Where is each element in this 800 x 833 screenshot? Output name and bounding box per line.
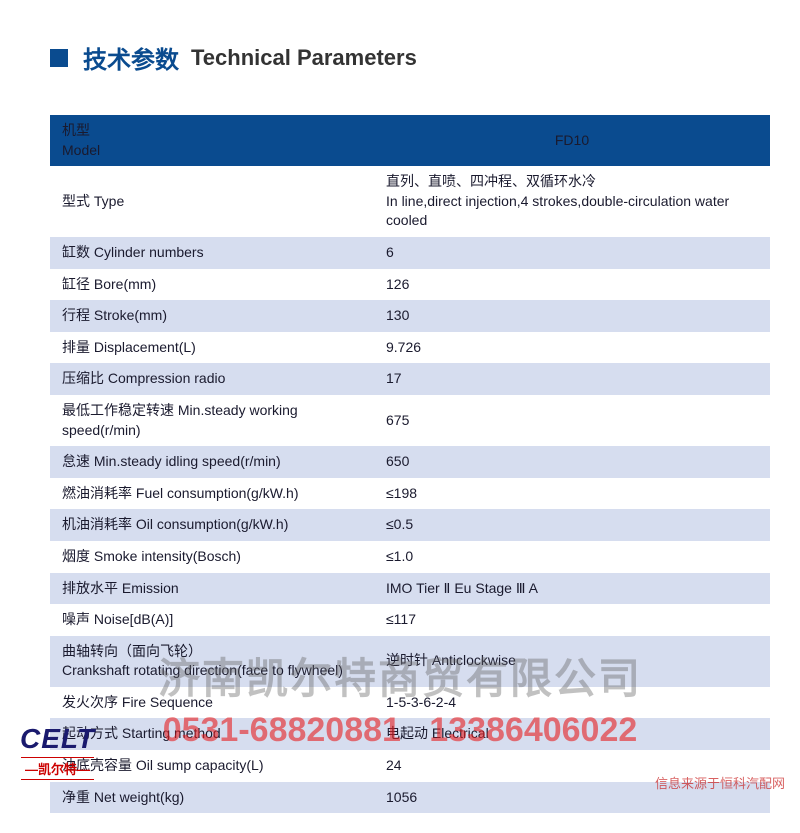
logo-subtext: —凯尔特— [21, 757, 94, 780]
table-row: 最低工作稳定转速 Min.steady working speed(r/min)… [50, 395, 770, 446]
section-heading: 技术参数 Technical Parameters [50, 40, 770, 75]
row-label: 缸数 Cylinder numbers [50, 237, 374, 269]
table-row: 压缩比 Compression radio17 [50, 363, 770, 395]
row-label: 压缩比 Compression radio [50, 363, 374, 395]
parameters-table: 机型ModelFD10型式 Type直列、直喷、四冲程、双循环水冷In line… [50, 115, 770, 813]
row-label: 烟度 Smoke intensity(Bosch) [50, 541, 374, 573]
row-value: 650 [374, 446, 770, 478]
row-label: 缸径 Bore(mm) [50, 269, 374, 301]
row-value: 6 [374, 237, 770, 269]
table-header-row: 机型ModelFD10 [50, 115, 770, 166]
row-label: 型式 Type [50, 166, 374, 237]
row-label: 油底壳容量 Oil sump capacity(L) [50, 750, 374, 782]
table-row: 烟度 Smoke intensity(Bosch)≤1.0 [50, 541, 770, 573]
row-value: IMO Tier Ⅱ Eu Stage Ⅲ A [374, 573, 770, 605]
table-row: 噪声 Noise[dB(A)]≤117 [50, 604, 770, 636]
header-model-label: 机型Model [50, 115, 374, 166]
row-value: 电起动 Electrical [374, 718, 770, 750]
row-value: ≤1.0 [374, 541, 770, 573]
row-value: ≤0.5 [374, 509, 770, 541]
table-row: 燃油消耗率 Fuel consumption(g/kW.h)≤198 [50, 478, 770, 510]
row-label: 曲轴转向（面向飞轮）Crankshaft rotating direction(… [50, 636, 374, 687]
row-label: 最低工作稳定转速 Min.steady working speed(r/min) [50, 395, 374, 446]
row-label: 燃油消耗率 Fuel consumption(g/kW.h) [50, 478, 374, 510]
row-label: 排量 Displacement(L) [50, 332, 374, 364]
row-value: ≤117 [374, 604, 770, 636]
logo: CELT —凯尔特— [20, 723, 95, 780]
row-label: 噪声 Noise[dB(A)] [50, 604, 374, 636]
row-label: 发火次序 Fire Sequence [50, 687, 374, 719]
row-label: 净重 Net weight(kg) [50, 782, 374, 814]
row-label: 机油消耗率 Oil consumption(g/kW.h) [50, 509, 374, 541]
table-row: 缸径 Bore(mm)126 [50, 269, 770, 301]
footer-note: 信息来源于恒科汽配网 [655, 773, 785, 792]
table-row: 机油消耗率 Oil consumption(g/kW.h)≤0.5 [50, 509, 770, 541]
row-label: 怠速 Min.steady idling speed(r/min) [50, 446, 374, 478]
heading-square-icon [50, 49, 68, 67]
row-value: 1-5-3-6-2-4 [374, 687, 770, 719]
row-label: 行程 Stroke(mm) [50, 300, 374, 332]
table-row: 怠速 Min.steady idling speed(r/min)650 [50, 446, 770, 478]
table-row: 起动方式 Starting method电起动 Electrical [50, 718, 770, 750]
row-value: 675 [374, 395, 770, 446]
row-value: 126 [374, 269, 770, 301]
row-value: 直列、直喷、四冲程、双循环水冷In line,direct injection,… [374, 166, 770, 237]
table-row: 排放水平 EmissionIMO Tier Ⅱ Eu Stage Ⅲ A [50, 573, 770, 605]
table-row: 行程 Stroke(mm)130 [50, 300, 770, 332]
row-label: 排放水平 Emission [50, 573, 374, 605]
row-value: 9.726 [374, 332, 770, 364]
row-value: 17 [374, 363, 770, 395]
table-row: 缸数 Cylinder numbers6 [50, 237, 770, 269]
table-row: 发火次序 Fire Sequence1-5-3-6-2-4 [50, 687, 770, 719]
header-model-value: FD10 [374, 115, 770, 166]
logo-text: CELT [20, 723, 95, 755]
row-value: 130 [374, 300, 770, 332]
heading-english: Technical Parameters [191, 45, 417, 71]
row-value: 逆时针 Anticlockwise [374, 636, 770, 687]
table-row: 排量 Displacement(L)9.726 [50, 332, 770, 364]
row-label: 起动方式 Starting method [50, 718, 374, 750]
heading-chinese: 技术参数 [83, 40, 179, 75]
row-value: ≤198 [374, 478, 770, 510]
table-row: 型式 Type直列、直喷、四冲程、双循环水冷In line,direct inj… [50, 166, 770, 237]
table-row: 曲轴转向（面向飞轮）Crankshaft rotating direction(… [50, 636, 770, 687]
